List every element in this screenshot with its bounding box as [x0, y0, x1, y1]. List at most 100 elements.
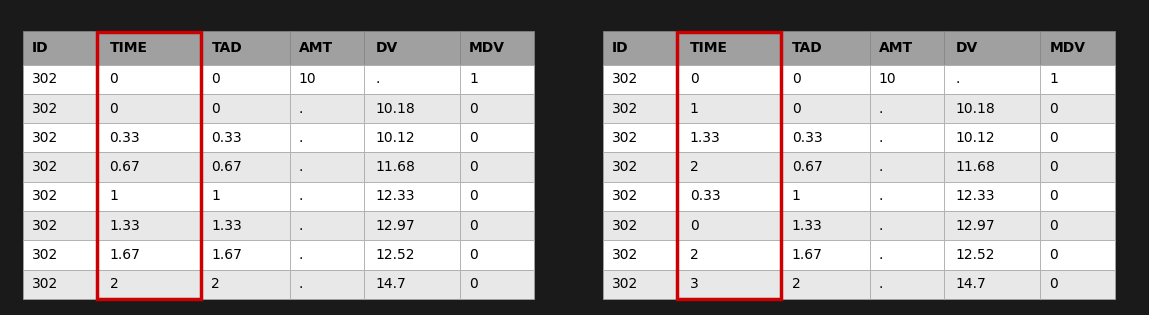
Bar	[603, 240, 677, 270]
Bar	[870, 152, 944, 182]
Bar	[603, 65, 677, 94]
Text: 1.33: 1.33	[792, 219, 823, 233]
Bar	[461, 32, 534, 65]
Text: 302: 302	[612, 72, 639, 86]
Bar	[97, 240, 201, 270]
Text: 12.97: 12.97	[376, 219, 415, 233]
Text: 0: 0	[792, 72, 801, 86]
Text: TAD: TAD	[211, 41, 242, 55]
Bar	[603, 152, 677, 182]
Bar	[290, 32, 364, 65]
Text: 302: 302	[32, 160, 59, 174]
Bar	[781, 240, 870, 270]
Bar	[201, 270, 290, 299]
Bar	[201, 32, 290, 65]
Text: 302: 302	[32, 72, 59, 86]
Text: TIME: TIME	[109, 41, 147, 55]
Text: 2: 2	[211, 277, 221, 291]
Text: 10: 10	[879, 72, 896, 86]
Text: DV: DV	[376, 41, 398, 55]
Bar	[781, 152, 870, 182]
Bar	[677, 123, 781, 152]
Bar	[1041, 211, 1115, 240]
Bar	[290, 65, 364, 94]
Bar	[944, 182, 1041, 211]
Text: .: .	[299, 248, 303, 262]
Bar	[461, 123, 534, 152]
Text: 0: 0	[469, 248, 478, 262]
Text: 10.12: 10.12	[376, 131, 415, 145]
Text: .: .	[299, 189, 303, 203]
Bar	[290, 94, 364, 123]
Bar	[23, 211, 97, 240]
Bar	[201, 240, 290, 270]
Text: 0: 0	[1049, 160, 1058, 174]
Text: 0.33: 0.33	[792, 131, 823, 145]
Bar	[290, 152, 364, 182]
Text: AMT: AMT	[879, 41, 913, 55]
Bar	[97, 94, 201, 123]
Text: 302: 302	[612, 131, 639, 145]
Bar	[97, 270, 201, 299]
Text: ID: ID	[612, 41, 629, 55]
Bar	[781, 123, 870, 152]
Bar	[201, 65, 290, 94]
Text: 0: 0	[689, 219, 699, 233]
Text: 11.68: 11.68	[956, 160, 995, 174]
Bar	[781, 94, 870, 123]
Text: 0: 0	[211, 72, 221, 86]
Text: TIME: TIME	[689, 41, 727, 55]
Bar	[944, 240, 1041, 270]
Bar	[944, 94, 1041, 123]
Text: 302: 302	[32, 219, 59, 233]
Bar	[290, 270, 364, 299]
Text: 0: 0	[1049, 189, 1058, 203]
Text: 0: 0	[469, 189, 478, 203]
Text: 1: 1	[211, 189, 221, 203]
Text: 12.52: 12.52	[956, 248, 995, 262]
Bar	[97, 182, 201, 211]
Text: 0.67: 0.67	[792, 160, 823, 174]
Bar	[364, 270, 461, 299]
Text: 1: 1	[109, 189, 118, 203]
Bar	[944, 270, 1041, 299]
Text: 302: 302	[612, 160, 639, 174]
Text: 1.33: 1.33	[211, 219, 242, 233]
Bar	[461, 152, 534, 182]
Bar	[461, 182, 534, 211]
Text: 12.97: 12.97	[956, 219, 995, 233]
Text: .: .	[879, 101, 884, 116]
Text: 0: 0	[469, 131, 478, 145]
Bar	[1041, 240, 1115, 270]
Bar	[1041, 123, 1115, 152]
Text: 0.67: 0.67	[211, 160, 242, 174]
Bar	[677, 94, 781, 123]
Bar	[97, 152, 201, 182]
Bar	[677, 240, 781, 270]
Text: 0: 0	[1049, 219, 1058, 233]
Bar	[97, 123, 201, 152]
Text: DV: DV	[956, 41, 978, 55]
Bar	[1041, 94, 1115, 123]
Text: 2: 2	[109, 277, 118, 291]
Bar	[944, 152, 1041, 182]
Text: ID: ID	[32, 41, 48, 55]
Bar	[364, 123, 461, 152]
Text: .: .	[299, 277, 303, 291]
Bar	[870, 270, 944, 299]
Bar	[461, 94, 534, 123]
Bar	[461, 240, 534, 270]
Text: 302: 302	[612, 101, 639, 116]
Bar	[781, 270, 870, 299]
Text: 10: 10	[299, 72, 316, 86]
Bar	[603, 94, 677, 123]
Bar	[290, 211, 364, 240]
Text: 1.67: 1.67	[211, 248, 242, 262]
Text: 0.33: 0.33	[109, 131, 140, 145]
Text: .: .	[376, 72, 380, 86]
Text: 10.18: 10.18	[376, 101, 415, 116]
Text: 302: 302	[32, 189, 59, 203]
Text: 0: 0	[792, 101, 801, 116]
Bar	[290, 123, 364, 152]
Bar	[201, 152, 290, 182]
